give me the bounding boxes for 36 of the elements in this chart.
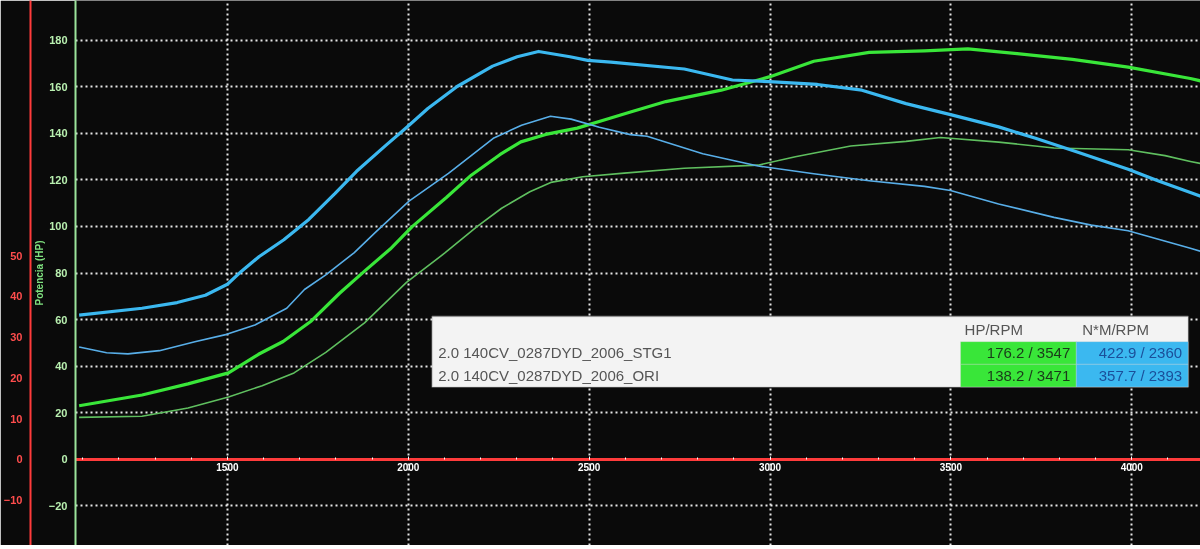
- line-series: [78, 136, 1200, 419]
- line-series: [77, 47, 1200, 408]
- annotation: 176.2 / 3547: [986, 344, 1071, 362]
- y2-tick-label: 20: [10, 371, 23, 384]
- y-tick-label: −20: [48, 499, 68, 512]
- y-tick-label: 80: [55, 267, 68, 279]
- y-tick-label: 160: [49, 80, 68, 93]
- x-tick-label: 4000: [1120, 462, 1144, 474]
- y-tick-label: 60: [55, 313, 68, 326]
- annotation: 357.7 / 2393: [1098, 367, 1183, 385]
- y-tick-label: 100: [49, 220, 68, 233]
- x-tick-label: 2500: [578, 462, 601, 474]
- y-axis-title: Potencia (HP): [33, 240, 45, 306]
- x-tick-label: 2000: [397, 462, 420, 474]
- y2-tick-label: −10: [3, 494, 23, 507]
- y-tick-label: 140: [49, 127, 68, 140]
- y2-tick-label: 0: [16, 453, 23, 466]
- x-tick-label: 1500: [216, 462, 239, 474]
- annotation: 2.0 140CV_0287DYD_2006_ORI: [438, 367, 660, 385]
- x-tick-label: 3000: [758, 462, 782, 474]
- y-tick-label: 40: [55, 360, 68, 373]
- annotation: 138.2 / 3471: [986, 367, 1071, 385]
- annotation: N*M/RPM: [1082, 320, 1149, 338]
- y2-tick-label: 50: [10, 249, 23, 262]
- line-series: [77, 49, 1200, 317]
- annotation: 2.0 140CV_0287DYD_2006_STG1: [438, 344, 672, 362]
- y2-tick-label: 40: [10, 290, 23, 303]
- y-tick-label: 20: [55, 406, 68, 419]
- y-tick-label: 180: [49, 34, 68, 47]
- y-tick-label: 0: [61, 453, 68, 466]
- y2-tick-label: 10: [10, 412, 23, 425]
- x-tick-label: 3500: [939, 462, 963, 474]
- y-tick-label: 120: [49, 173, 68, 186]
- annotation: HP/RPM: [964, 320, 1023, 338]
- y2-tick-label: 30: [10, 331, 23, 344]
- annotation: 422.9 / 2360: [1098, 344, 1183, 362]
